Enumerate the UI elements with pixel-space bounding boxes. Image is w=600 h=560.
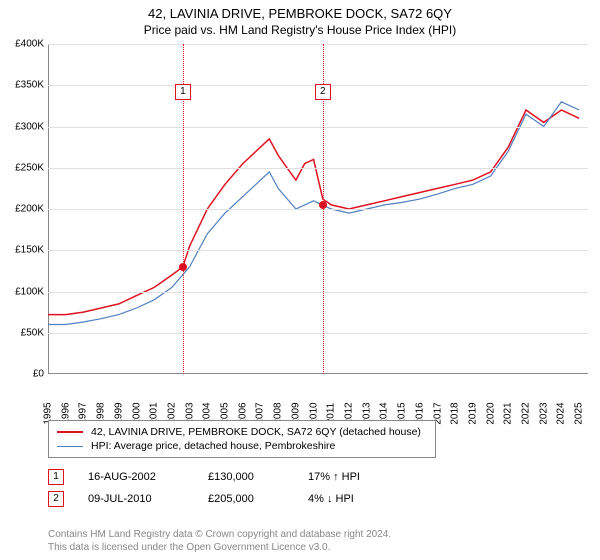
event-marker-box: 1: [175, 84, 191, 100]
sale-price: £130,000: [208, 471, 308, 483]
legend: 42, LAVINIA DRIVE, PEMBROKE DOCK, SA72 6…: [48, 420, 436, 458]
sale-date: 09-JUL-2010: [88, 493, 208, 505]
event-marker-box: 2: [315, 84, 331, 100]
gridline-h: [48, 127, 588, 128]
y-tick-label: £300K: [15, 121, 44, 132]
sale-hpi: 17% ↑ HPI: [308, 471, 398, 483]
y-tick-label: £400K: [15, 39, 44, 50]
page-title: 42, LAVINIA DRIVE, PEMBROKE DOCK, SA72 6…: [0, 0, 600, 21]
y-tick-label: £250K: [15, 162, 44, 173]
y-tick-label: £50K: [21, 327, 44, 338]
sale-row: 1 16-AUG-2002£130,00017% ↑ HPI: [48, 466, 398, 488]
event-point: [179, 263, 187, 271]
legend-label: 42, LAVINIA DRIVE, PEMBROKE DOCK, SA72 6…: [91, 426, 421, 438]
legend-label: HPI: Average price, detached house, Pemb…: [91, 440, 335, 452]
sale-index-box: 2: [48, 491, 64, 507]
y-tick-label: £150K: [15, 245, 44, 256]
event-point: [319, 201, 327, 209]
sale-price: £205,000: [208, 493, 308, 505]
legend-swatch: [57, 446, 83, 447]
x-tick-label: 2025: [574, 402, 585, 424]
y-tick-label: £100K: [15, 286, 44, 297]
footer-line-2: This data is licensed under the Open Gov…: [48, 541, 391, 554]
footer-attribution: Contains HM Land Registry data © Crown c…: [48, 528, 391, 554]
sale-row: 2 09-JUL-2010£205,0004% ↓ HPI: [48, 488, 398, 510]
gridline-h: [48, 292, 588, 293]
legend-row: HPI: Average price, detached house, Pemb…: [57, 439, 427, 453]
sale-hpi: 4% ↓ HPI: [308, 493, 398, 505]
legend-swatch: [57, 431, 83, 433]
y-tick-label: £200K: [15, 204, 44, 215]
legend-row: 42, LAVINIA DRIVE, PEMBROKE DOCK, SA72 6…: [57, 425, 427, 439]
x-tick-label: 2022: [521, 402, 532, 424]
sale-date: 16-AUG-2002: [88, 471, 208, 483]
y-tick-label: £0: [33, 369, 44, 380]
gridline-h: [48, 250, 588, 251]
sales-table: 1 16-AUG-2002£130,00017% ↑ HPI 2 09-JUL-201…: [48, 466, 398, 510]
footer-line-1: Contains HM Land Registry data © Crown c…: [48, 528, 391, 541]
gridline-h: [48, 333, 588, 334]
page-subtitle: Price paid vs. HM Land Registry's House …: [0, 21, 600, 37]
x-tick-label: 2023: [538, 402, 549, 424]
series-property: [48, 110, 579, 315]
x-tick-label: 2019: [467, 402, 478, 424]
y-tick-label: £350K: [15, 80, 44, 91]
sale-index-box: 1: [48, 469, 64, 485]
x-tick-label: 2018: [450, 402, 461, 424]
x-tick-label: 2021: [503, 402, 514, 424]
chart-container: 42, LAVINIA DRIVE, PEMBROKE DOCK, SA72 6…: [0, 0, 600, 560]
x-tick-label: 2024: [556, 402, 567, 424]
gridline-h: [48, 209, 588, 210]
gridline-h: [48, 168, 588, 169]
x-tick-label: 2020: [485, 402, 496, 424]
chart-plot-area: £0£50K£100K£150K£200K£250K£300K£350K£400…: [48, 44, 588, 374]
gridline-h: [48, 44, 588, 45]
